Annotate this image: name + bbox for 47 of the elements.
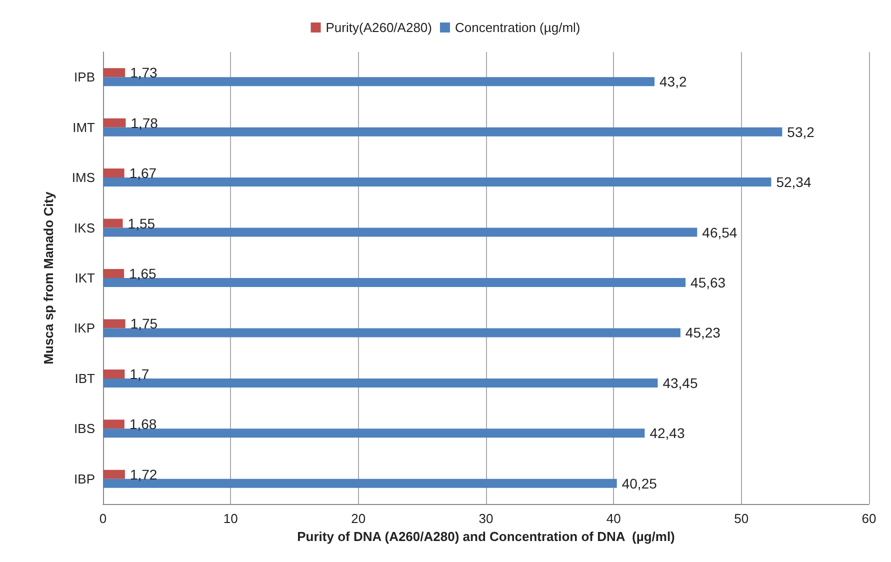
- data-label: 1,73: [130, 64, 158, 81]
- data-label: 43,2: [660, 74, 687, 90]
- data-label: 1,72: [130, 466, 158, 482]
- bar: [103, 118, 126, 128]
- y-tick-label: IKP: [74, 320, 95, 336]
- x-tick-label: 0: [99, 511, 107, 526]
- bar: [103, 269, 124, 278]
- x-tick-label: 40: [606, 511, 621, 526]
- x-tick-label: 20: [351, 511, 366, 526]
- data-label: 1,7: [130, 366, 150, 382]
- x-tick-label: 10: [223, 511, 238, 526]
- y-axis-title: Musca sp from Manado City: [41, 190, 56, 364]
- bar: [103, 369, 125, 378]
- data-label: 46,54: [702, 224, 738, 240]
- data-label: 1,67: [129, 165, 157, 182]
- x-axis-title: Purity of DNA (A260/A280) and Concentration of DNA (µg/ml): [297, 529, 675, 544]
- y-tick-label: IMT: [72, 120, 96, 135]
- data-label: 1,68: [129, 416, 157, 432]
- x-tick-label: 60: [862, 511, 876, 526]
- data-label: 53,2: [787, 124, 815, 140]
- bar: [103, 420, 124, 429]
- y-tick-label: IBP: [74, 471, 95, 486]
- y-tick-label: IBT: [74, 370, 96, 386]
- y-tick-label: IBS: [74, 421, 96, 436]
- data-label: 42,43: [650, 425, 685, 442]
- data-label: 45,63: [690, 274, 726, 290]
- data-label: 45,23: [685, 324, 721, 341]
- data-label: 1,55: [128, 215, 156, 232]
- y-tick-label: IKS: [74, 220, 96, 236]
- bar: [103, 319, 126, 328]
- data-label: 1,65: [129, 266, 157, 282]
- data-label: 40,25: [622, 475, 658, 492]
- legend-label: Concentration (µg/ml): [454, 20, 580, 35]
- data-label: 1,78: [130, 114, 158, 131]
- bar: [103, 168, 124, 178]
- x-tick-label: 30: [478, 511, 494, 526]
- bar: [103, 218, 123, 228]
- y-tick-label: IPB: [74, 70, 95, 85]
- x-tick-label: 50: [734, 511, 749, 526]
- data-label: 52,34: [776, 174, 812, 190]
- bar: [103, 470, 125, 479]
- bar: [103, 68, 126, 78]
- y-tick-label: IKT: [74, 270, 96, 286]
- legend-label: Purity(A260/A280): [326, 20, 432, 35]
- data-label: 43,45: [662, 374, 698, 391]
- y-tick-label: IMS: [72, 170, 96, 186]
- data-label: 1,75: [130, 316, 158, 332]
